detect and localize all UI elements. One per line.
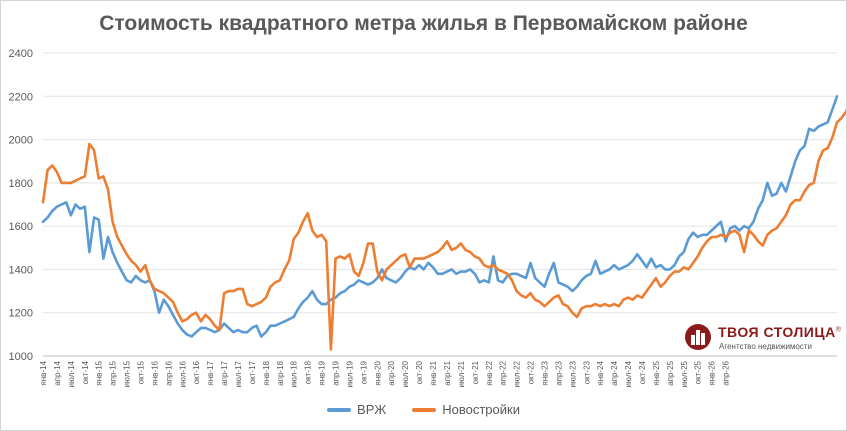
x-tick-label: окт-20 <box>415 360 424 384</box>
y-tick-label: 2200 <box>9 91 33 103</box>
x-tick-label: янв-25 <box>652 360 661 385</box>
x-tick-label: апр-24 <box>610 360 619 385</box>
x-tick-label: апр-15 <box>109 360 118 385</box>
y-axis-tick-labels: 1000 1200 1400 1600 1800 2000 2200 2400 <box>9 48 33 363</box>
x-tick-label: окт-22 <box>527 360 536 384</box>
y-tick-label: 1200 <box>9 308 33 320</box>
x-tick-label: окт-21 <box>471 360 480 384</box>
x-tick-label: июл-21 <box>457 360 466 387</box>
x-tick-label: июл-14 <box>67 360 76 387</box>
x-tick-label: окт-23 <box>582 360 591 384</box>
logo-name: ТВОЯ СТОЛИЦА® <box>718 324 842 340</box>
x-tick-label: окт-16 <box>192 360 201 384</box>
x-tick-label: окт-25 <box>694 360 703 384</box>
x-tick-label: июл-15 <box>123 360 132 387</box>
x-tick-label: апр-16 <box>164 360 173 385</box>
x-tick-label: янв-24 <box>596 360 605 385</box>
x-tick-label: окт-18 <box>304 360 313 384</box>
series-line-novostroyki <box>41 107 846 351</box>
legend-label-novostroyki: Новостройки <box>442 402 520 417</box>
x-tick-label: янв-19 <box>318 360 327 385</box>
x-tick-label: апр-19 <box>332 360 341 385</box>
x-axis-tick-labels: янв-14 апр-14 июл-14 окт-14 янв-15 апр-15 июл-… <box>39 360 731 387</box>
x-tick-label: апр-20 <box>387 360 396 385</box>
legend-swatch-vrzh <box>327 407 352 412</box>
x-tick-label: июл-24 <box>624 360 633 387</box>
x-tick-label: июл-23 <box>568 360 577 387</box>
x-tick-label: окт-15 <box>137 360 146 384</box>
x-tick-label: апр-25 <box>666 360 675 385</box>
x-tick-label: янв-21 <box>429 360 438 385</box>
x-tick-label: июл-17 <box>234 360 243 387</box>
series-line-vrzh <box>41 95 839 338</box>
x-tick-label: янв-26 <box>708 360 717 385</box>
gridlines <box>43 52 837 357</box>
x-tick-label: окт-19 <box>359 360 368 384</box>
x-tick-label: апр-18 <box>276 360 285 385</box>
legend-label-vrzh: ВРЖ <box>357 402 387 417</box>
x-tick-label: июл-20 <box>401 360 410 387</box>
x-tick-label: янв-20 <box>373 360 382 385</box>
logo-circle-icon <box>685 324 711 350</box>
x-tick-label: июл-25 <box>680 360 689 387</box>
company-logo: ТВОЯ СТОЛИЦА® Агентство недвижимости <box>684 323 841 353</box>
x-tick-label: янв-15 <box>95 360 104 385</box>
x-tick-label: апр-26 <box>722 360 731 385</box>
x-tick-label: апр-17 <box>220 360 229 385</box>
x-tick-label: апр-23 <box>554 360 563 385</box>
series-lines <box>41 95 846 351</box>
chart-title: Стоимость квадратного метра жилья в Перв… <box>99 12 748 35</box>
legend-item-novostroyki: Новостройки <box>412 402 520 417</box>
x-tick-label: янв-16 <box>150 360 159 385</box>
y-tick-label: 1000 <box>9 351 33 363</box>
x-tick-label: апр-21 <box>443 360 452 385</box>
logo-subtitle: Агентство недвижимости <box>719 342 812 351</box>
x-tick-label: янв-17 <box>206 360 215 385</box>
x-tick-label: янв-18 <box>262 360 271 385</box>
x-tick-label: июл-19 <box>345 360 354 387</box>
legend-item-vrzh: ВРЖ <box>327 402 386 417</box>
x-tick-label: янв-14 <box>39 360 48 385</box>
x-tick-label: янв-22 <box>485 360 494 385</box>
y-tick-label: 2000 <box>9 135 33 147</box>
y-tick-label: 1400 <box>9 264 33 276</box>
x-tick-label: июл-22 <box>513 360 522 387</box>
x-tick-label: июл-18 <box>290 360 299 387</box>
legend: ВРЖ Новостройки <box>1 402 846 417</box>
y-tick-label: 2400 <box>9 48 33 60</box>
x-tick-label: янв-23 <box>540 360 549 385</box>
x-tick-label: окт-24 <box>638 360 647 384</box>
y-tick-label: 1800 <box>9 178 33 190</box>
x-tick-label: июл-16 <box>178 360 187 387</box>
x-tick-label: окт-14 <box>81 360 90 384</box>
x-tick-label: апр-22 <box>499 360 508 385</box>
x-tick-label: апр-14 <box>53 360 62 385</box>
x-tick-label: окт-17 <box>248 360 257 384</box>
legend-swatch-novostroyki <box>412 407 437 412</box>
y-tick-label: 1600 <box>9 221 33 233</box>
